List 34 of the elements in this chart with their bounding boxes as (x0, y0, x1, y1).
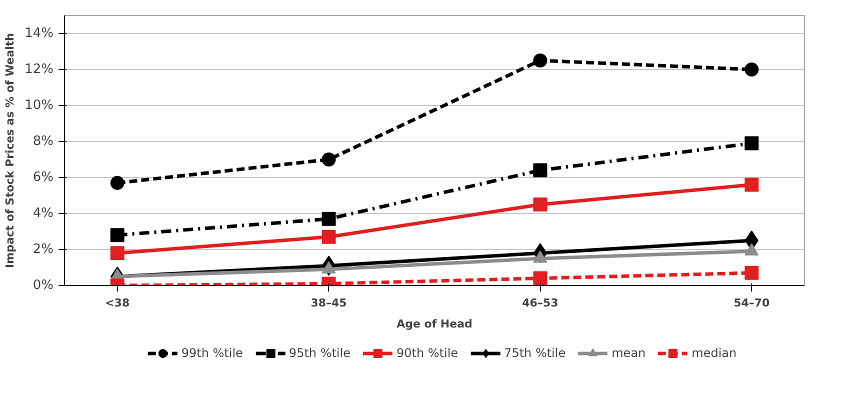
x-tick-label: 38–45 (310, 296, 347, 310)
legend-label: 75th %tile (504, 346, 566, 360)
legend-label: 95th %tile (288, 346, 350, 360)
legend-label: mean (612, 346, 646, 360)
y-tick-label: 10% (24, 98, 54, 113)
point (744, 136, 759, 150)
point (533, 163, 548, 178)
legend-label: 90th %tile (396, 346, 458, 360)
legend-label: median (692, 346, 737, 360)
point (533, 198, 548, 212)
point (110, 176, 124, 190)
y-tick-label: 0% (32, 278, 54, 293)
legend-label: 99th %tile (181, 346, 243, 360)
y-tick-label: 4% (32, 206, 54, 221)
point (744, 266, 759, 280)
point (744, 178, 759, 192)
point (744, 62, 759, 76)
x-axis-title: Age of Head (396, 318, 472, 330)
x-tick-label: 46–53 (522, 296, 558, 310)
x-tick-label: 54–70 (734, 296, 770, 310)
point (322, 212, 336, 226)
y-tick-label: 2% (32, 242, 54, 257)
point (533, 54, 548, 68)
x-tick-label: <38 (105, 296, 130, 310)
y-tick-label: 14% (24, 26, 54, 41)
point (110, 228, 124, 242)
y-tick-label: 12% (24, 62, 54, 77)
y-tick-label: 6% (32, 170, 54, 185)
point (533, 271, 548, 286)
point (322, 230, 336, 244)
y-tick-label: 8% (32, 134, 54, 149)
point (110, 246, 124, 260)
point (322, 152, 336, 166)
y-axis-title: Impact of Stock Prices as % of Wealth (4, 33, 17, 268)
